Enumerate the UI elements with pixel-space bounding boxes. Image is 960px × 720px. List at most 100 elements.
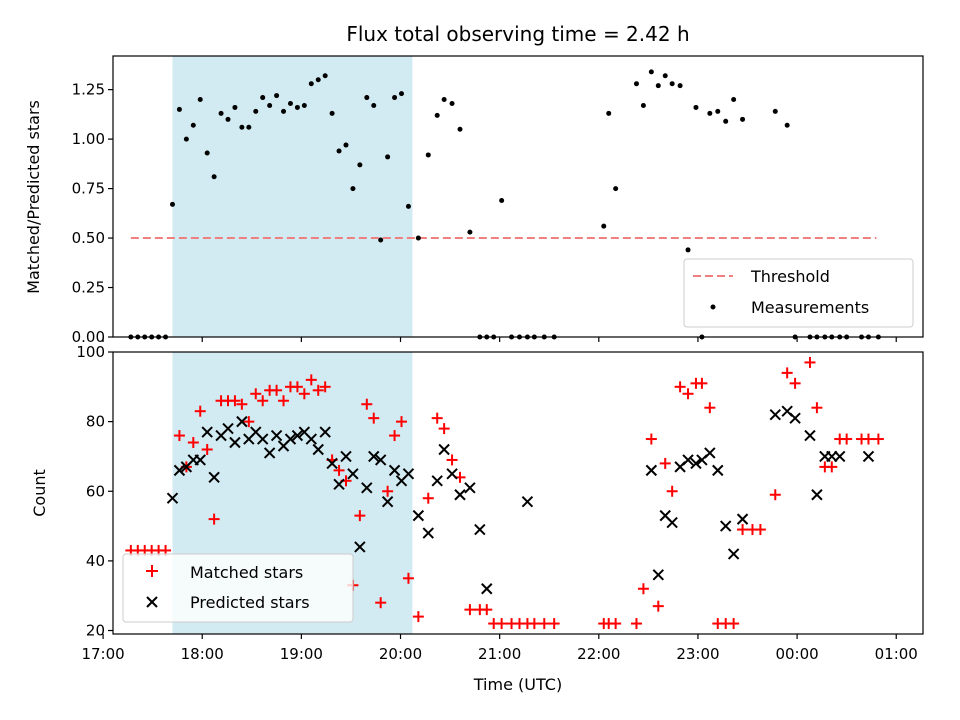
predicted-star-point bbox=[736, 513, 749, 525]
measurement-point bbox=[449, 100, 455, 106]
measurement-point bbox=[772, 108, 778, 114]
matched-star-point bbox=[682, 388, 694, 400]
predicted-star-point bbox=[521, 495, 534, 508]
predicted-star-point bbox=[704, 447, 716, 459]
measurement-point bbox=[232, 104, 238, 110]
matched-star-point bbox=[645, 433, 657, 445]
predicted-star-point bbox=[474, 523, 486, 536]
predicted-star-point bbox=[291, 429, 304, 442]
y-tick-label: 1.25 bbox=[72, 81, 105, 99]
measurement-point bbox=[364, 95, 370, 101]
predicted-star-point bbox=[446, 468, 458, 480]
matched-star-point bbox=[826, 461, 838, 473]
matched-star-point bbox=[257, 395, 269, 407]
matched-star-point bbox=[538, 618, 550, 630]
measurement-point bbox=[405, 203, 411, 209]
matched-legend-swatch bbox=[146, 565, 158, 577]
predicted-star-point bbox=[319, 426, 331, 438]
bottom-x-ticks: 17:00 18:00 19:00 20:00 21:00 22:00 23:00 00:00… bbox=[81, 634, 918, 663]
predicted-star-point bbox=[834, 450, 846, 463]
measurement-point bbox=[613, 186, 619, 192]
matched-star-point bbox=[769, 489, 781, 501]
predicted-star-point bbox=[769, 408, 781, 421]
x-tick-label: 00:00 bbox=[775, 645, 818, 663]
matched-star-point bbox=[229, 395, 241, 407]
predicted-star-point bbox=[690, 457, 702, 470]
predicted-stars-points bbox=[166, 405, 875, 595]
matched-star-point bbox=[422, 492, 434, 504]
predicted-star-point bbox=[236, 415, 248, 428]
matched-star-point bbox=[789, 377, 801, 389]
measurement-point bbox=[267, 102, 273, 108]
matched-star-point bbox=[431, 412, 443, 424]
bottom-y-ticks: 20 40 60 80 100 bbox=[76, 343, 113, 640]
measurement-point bbox=[467, 229, 473, 235]
matched-star-point bbox=[862, 433, 874, 445]
predicted-star-point bbox=[208, 471, 220, 484]
y-tick-label: 20 bbox=[86, 622, 105, 640]
measurement-point bbox=[385, 154, 391, 160]
matched-star-point bbox=[637, 583, 649, 595]
predicted-star-point bbox=[438, 443, 450, 456]
y-tick-label: 1.00 bbox=[72, 130, 105, 148]
predicted-star-point bbox=[305, 433, 317, 445]
predicted-star-point bbox=[804, 429, 816, 442]
predicted-star-point bbox=[645, 464, 658, 477]
measurement-point bbox=[169, 201, 175, 207]
predicted-star-point bbox=[464, 482, 476, 494]
matched-star-point bbox=[438, 423, 450, 435]
matched-star-point bbox=[236, 398, 248, 410]
measurement-point bbox=[211, 174, 217, 180]
predicted-star-point bbox=[361, 482, 373, 494]
top-legend: Threshold Measurements bbox=[683, 258, 914, 328]
measurement-point bbox=[392, 95, 398, 101]
measurement-point bbox=[693, 104, 699, 110]
bottom-legend: Matched stars Predicted stars bbox=[122, 553, 354, 623]
matched-star-point bbox=[312, 384, 324, 396]
predicted-star-point bbox=[347, 468, 359, 480]
measurement-point bbox=[740, 116, 746, 122]
predicted-star-point bbox=[166, 492, 179, 504]
measurement-point bbox=[274, 93, 280, 99]
measurement-point bbox=[707, 110, 713, 116]
measurement-point bbox=[322, 73, 328, 79]
matched-star-point bbox=[389, 430, 401, 442]
bottom-legend-box bbox=[122, 553, 354, 623]
predicted-star-point bbox=[256, 433, 269, 445]
predicted-star-point bbox=[374, 454, 387, 466]
matched-star-point bbox=[194, 405, 206, 417]
chart-title: Flux total observing time = 2.42 h bbox=[346, 22, 689, 46]
measurement-point bbox=[315, 77, 321, 83]
matched-star-point bbox=[305, 374, 317, 386]
matched-star-point bbox=[396, 416, 408, 428]
bottom-y-axis-label: Count bbox=[30, 469, 49, 517]
predicted-star-point bbox=[222, 422, 234, 435]
predicted-star-point bbox=[412, 509, 425, 522]
matched-star-point bbox=[696, 377, 708, 389]
matched-star-point bbox=[187, 437, 199, 449]
matched-star-point bbox=[250, 388, 262, 400]
measurement-point bbox=[287, 100, 293, 106]
x-tick-label: 01:00 bbox=[875, 645, 918, 663]
x-tick-label: 22:00 bbox=[577, 645, 620, 663]
measurement-point bbox=[662, 73, 668, 79]
measurement-point bbox=[731, 97, 737, 103]
x-tick-label: 21:00 bbox=[478, 645, 521, 663]
measurement-point bbox=[329, 110, 335, 116]
measurement-point bbox=[336, 148, 342, 154]
matched-star-point bbox=[446, 454, 458, 466]
predicted-star-point bbox=[270, 429, 283, 442]
measurement-point bbox=[457, 126, 463, 132]
matched-star-point bbox=[298, 388, 310, 400]
measurement-point bbox=[190, 122, 196, 128]
measurement-point bbox=[784, 122, 790, 128]
predicted-star-point bbox=[719, 520, 732, 532]
measurement-point bbox=[183, 136, 189, 142]
matched-star-point bbox=[528, 618, 540, 630]
predicted-star-point bbox=[422, 527, 434, 539]
matched-star-point bbox=[382, 485, 394, 497]
measurement-point bbox=[281, 108, 287, 114]
predicted-star-point bbox=[862, 450, 875, 463]
matched-star-point bbox=[674, 381, 686, 393]
measurement-point bbox=[301, 102, 307, 108]
